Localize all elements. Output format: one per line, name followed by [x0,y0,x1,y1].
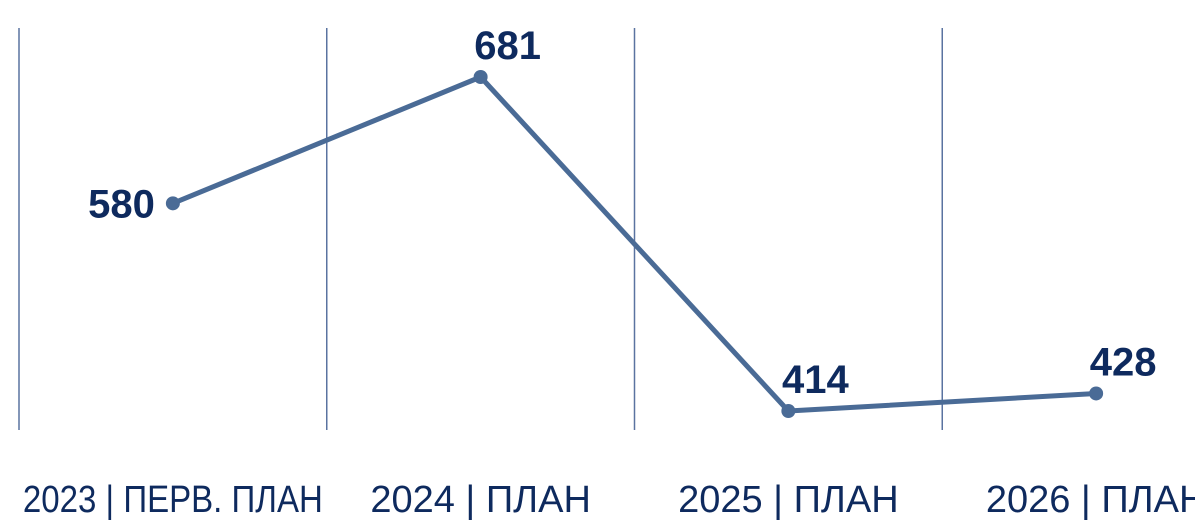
data-label: 580 [88,182,155,226]
category-labels: 2023 | ПЕРВ. ПЛАН 2024 | ПЛАН 2025 | ПЛАН 2… [23,479,1195,521]
data-label: 428 [1090,340,1157,384]
data-label: 414 [782,358,849,402]
category-separators [18,28,943,430]
series-line [170,74,1099,414]
data-point [165,196,180,211]
data-label: 681 [474,24,541,68]
category-label: 2025 | ПЛАН [678,479,899,521]
data-point [1089,386,1104,401]
category-label: 2024 | ПЛАН [370,479,591,521]
data-points [165,70,1104,418]
data-point [473,70,488,84]
data-point [781,404,796,418]
category-label: 2026 | ПЛАН [986,479,1195,521]
data-labels: 580 681 414 428 [88,24,1156,402]
category-label: 2023 | ПЕРВ. ПЛАН [23,479,323,521]
